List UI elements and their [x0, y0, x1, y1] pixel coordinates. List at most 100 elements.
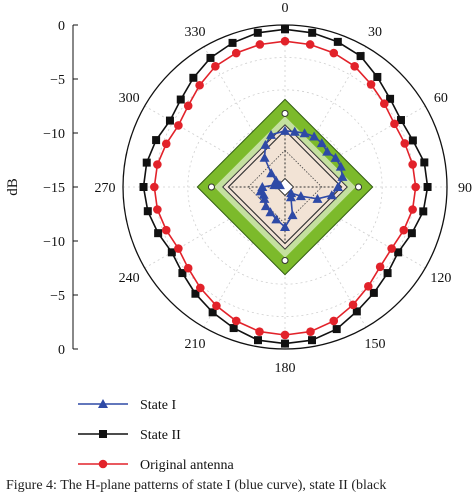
data-point [176, 95, 185, 104]
data-point [191, 289, 200, 298]
data-point [366, 80, 376, 89]
legend-label: Original antenna [140, 458, 234, 473]
data-point [408, 160, 417, 169]
data-point [161, 225, 171, 235]
r-tick-label: −5 [50, 289, 65, 304]
data-point [329, 48, 339, 58]
data-point [143, 207, 152, 216]
data-point [153, 205, 162, 214]
angle-tick-label: 120 [430, 271, 451, 286]
data-point [305, 40, 315, 49]
angle-tick-label: 300 [119, 91, 140, 106]
data-point [332, 325, 341, 334]
data-point [255, 40, 265, 49]
data-point [408, 136, 417, 145]
data-point [333, 37, 342, 46]
data-point [255, 327, 264, 336]
data-point [167, 248, 176, 257]
series-circle [150, 36, 420, 340]
legend-marker [98, 459, 108, 469]
data-point [211, 62, 220, 71]
data-point [306, 327, 315, 336]
data-point [281, 25, 289, 34]
data-point [309, 131, 320, 141]
data-point [322, 146, 333, 156]
angle-tick-label: 60 [434, 91, 448, 106]
data-point [420, 158, 429, 167]
polar-chart: 0 30 60 90 120 150 180 210 240 270 300 330 0 −5 −10 −15… [5, 1, 472, 473]
data-point [280, 125, 290, 135]
data-point [308, 28, 317, 37]
data-point [373, 72, 382, 81]
data-point [375, 262, 385, 272]
data-point [178, 269, 187, 278]
legend-marker [98, 399, 108, 408]
angle-tick-label: 270 [95, 181, 116, 196]
data-point [271, 175, 282, 185]
data-point [152, 136, 161, 145]
data-point [386, 94, 395, 103]
data-point [153, 160, 162, 169]
data-point [280, 36, 290, 46]
r-tick-label: −15 [43, 181, 65, 196]
data-point [326, 190, 337, 200]
data-point [289, 126, 300, 136]
r-tick-label: 0 [58, 343, 65, 358]
angle-tick-label: 90 [458, 181, 472, 196]
data-point [390, 119, 399, 129]
data-point [228, 38, 237, 47]
series-square [139, 25, 432, 348]
data-point [335, 161, 346, 171]
data-point [350, 62, 359, 71]
legend-marker [99, 430, 107, 438]
axis-labels: 0 30 60 90 120 150 180 210 240 270 300 330 0 −5 −10 −15… [5, 1, 472, 376]
legend: State I State II Original antenna [78, 398, 234, 473]
data-point [142, 158, 151, 167]
series-triangle [255, 125, 348, 231]
data-point [308, 336, 317, 345]
outer-circle [122, 24, 448, 350]
data-point [196, 283, 205, 293]
legend-label: State II [140, 428, 181, 443]
data-point [383, 269, 392, 278]
data-point [231, 316, 241, 326]
data-point [394, 248, 403, 257]
data-point [257, 182, 268, 191]
data-point [356, 52, 365, 61]
angle-tick-label: 210 [185, 337, 206, 352]
data-point [407, 229, 416, 238]
data-point [212, 301, 221, 311]
r-tick-label: −10 [43, 127, 65, 142]
data-point [330, 152, 341, 162]
data-point [208, 308, 217, 317]
data-point [352, 307, 361, 316]
data-point [280, 330, 290, 340]
antenna-inset-image [196, 98, 374, 276]
data-point [206, 53, 215, 62]
angle-tick-label: 330 [185, 25, 206, 40]
data-point [183, 101, 193, 111]
angle-tick-label: 150 [365, 337, 386, 352]
r-tick-label: 0 [58, 19, 65, 34]
data-point [295, 191, 306, 201]
r-tick-label: −10 [43, 235, 65, 250]
data-point [195, 80, 204, 90]
data-point [364, 281, 373, 291]
data-point [337, 171, 348, 181]
data-point [329, 316, 339, 326]
data-point [423, 183, 432, 191]
r-tick-label: −5 [50, 73, 65, 88]
data-point [348, 300, 358, 310]
data-point [396, 116, 405, 125]
angle-tick-label: 30 [368, 25, 382, 40]
data-point [419, 207, 428, 216]
data-point [316, 138, 327, 148]
data-point [253, 336, 262, 345]
data-point [154, 229, 163, 238]
data-point [332, 182, 343, 191]
data-point [229, 324, 238, 333]
data-point [400, 139, 410, 148]
data-point [266, 129, 277, 139]
data-point [139, 183, 148, 191]
